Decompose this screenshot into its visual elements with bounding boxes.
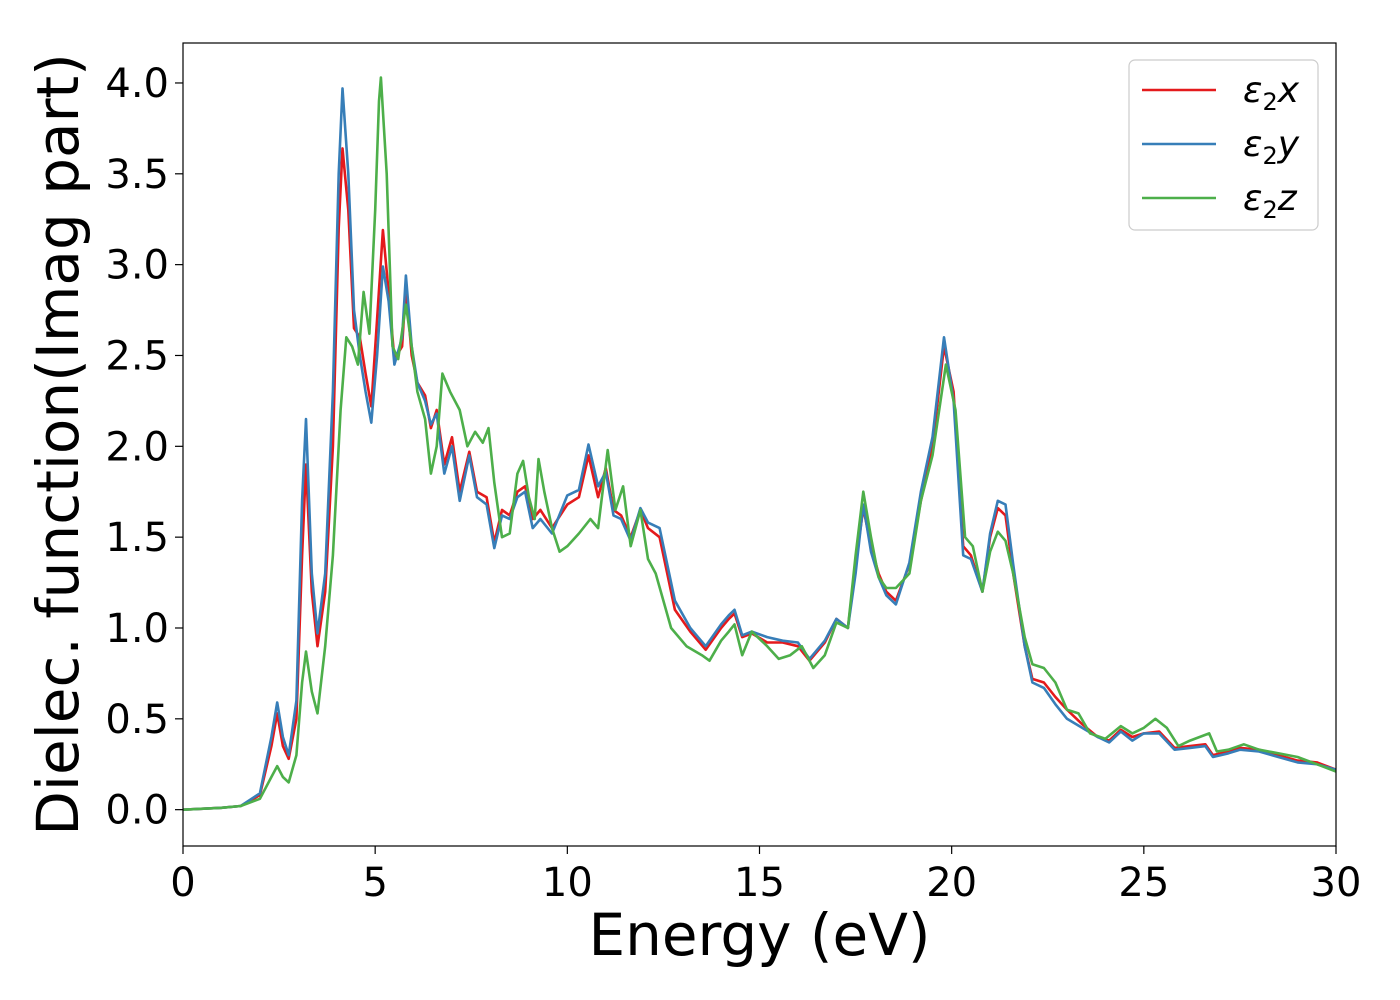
x-axis-title: Energy (eV): [588, 901, 930, 969]
legend-label-z: ε2z: [1243, 178, 1298, 224]
legend-label-sub: 2: [1262, 196, 1277, 224]
legend-label-x: ε2x: [1243, 70, 1300, 116]
y-tick-label: 1.5: [105, 515, 169, 561]
x-tick-label: 25: [1118, 860, 1169, 906]
x-tick-label: 5: [362, 860, 387, 906]
y-tick-label: 3.0: [105, 243, 169, 289]
x-tick-label: 30: [1311, 860, 1362, 906]
x-tick-label: 15: [734, 860, 785, 906]
y-tick-label: 1.0: [105, 606, 169, 652]
legend-box: [1128, 59, 1319, 231]
legend-label-y: ε2y: [1243, 124, 1300, 170]
legend-label-suffix: x: [1277, 70, 1300, 111]
y-axis: 0.0 0.5 1.0 1.5 2.0 2.5 3.0 3.5 4.0: [105, 61, 183, 834]
legend-label-sub: 2: [1262, 142, 1277, 170]
x-tick-label: 20: [926, 860, 977, 906]
y-tick-label: 4.0: [105, 61, 169, 107]
legend-label-main: ε: [1243, 70, 1262, 111]
legend-label-suffix: y: [1277, 124, 1300, 165]
series-lines: [183, 76, 1336, 811]
y-tick-label: 2.0: [105, 424, 169, 470]
legend-label-suffix: z: [1277, 178, 1298, 219]
series-line-x: [183, 147, 1336, 811]
y-tick-label: 2.5: [105, 333, 169, 379]
legend-label-main: ε: [1243, 124, 1262, 165]
x-tick-label: 0: [170, 860, 195, 906]
y-tick-label: 3.5: [105, 152, 169, 198]
legend-label-sub: 2: [1262, 88, 1277, 116]
x-axis: 0 5 10 15 20 25 30: [170, 846, 1361, 906]
y-axis-title: Dielec. function(Imag part): [24, 53, 92, 836]
legend-label-main: ε: [1243, 178, 1262, 219]
x-tick-label: 10: [542, 860, 593, 906]
y-tick-label: 0.0: [105, 788, 169, 834]
y-tick-label: 0.5: [105, 697, 169, 743]
series-line-z: [183, 76, 1336, 811]
